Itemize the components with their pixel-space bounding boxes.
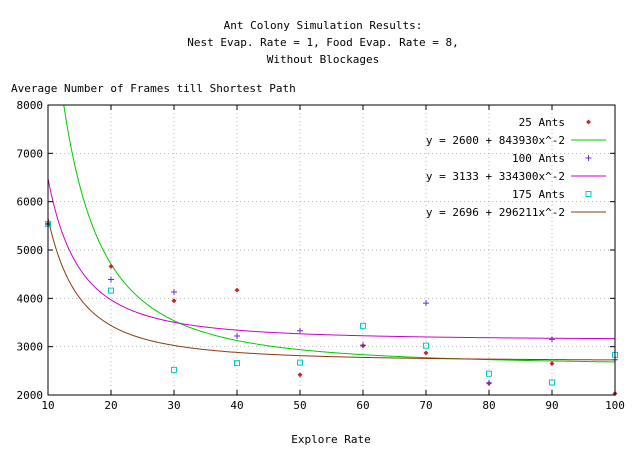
x-tick-label: 60 xyxy=(356,399,369,412)
x-tick-label: 20 xyxy=(104,399,117,412)
x-axis-label: Explore Rate xyxy=(291,433,370,446)
legend-marker xyxy=(585,155,592,161)
data-point xyxy=(549,361,555,367)
legend-marker xyxy=(585,119,592,125)
data-point xyxy=(486,370,492,377)
legend-label: 175 Ants xyxy=(512,188,565,201)
data-point xyxy=(234,287,240,293)
y-axis-label: Average Number of Frames till Shortest P… xyxy=(11,82,296,95)
x-tick-label: 90 xyxy=(545,399,558,412)
fit-curve xyxy=(63,105,615,363)
y-tick-label: 2000 xyxy=(17,389,44,402)
data-point xyxy=(171,298,177,304)
legend-label: y = 2696 + 296211x^-2 xyxy=(426,206,565,219)
legend-label: y = 2600 + 843930x^-2 xyxy=(426,134,565,147)
legend-marker xyxy=(585,191,592,197)
data-point xyxy=(297,327,303,334)
data-point xyxy=(171,289,177,296)
y-tick-label: 7000 xyxy=(17,147,44,160)
plot-frame xyxy=(47,104,616,396)
chart-title-line-2: Nest Evap. Rate = 1, Food Evap. Rate = 8… xyxy=(187,36,459,49)
data-point xyxy=(108,276,114,283)
data-point xyxy=(297,372,303,378)
x-tick-label: 80 xyxy=(482,399,495,412)
fit-curves xyxy=(48,105,615,363)
legend-label: 25 Ants xyxy=(519,116,565,129)
fit-curve xyxy=(48,178,615,340)
x-tick-label: 40 xyxy=(230,399,243,412)
data-point xyxy=(234,360,240,367)
axis-ticks: 10 20 30 40 50 60 70 80 90 100 2000 3000 4000 5000 600… xyxy=(17,99,625,412)
chart-title-line-1: Ant Colony Simulation Results: xyxy=(224,19,423,32)
x-tick-label: 10 xyxy=(41,399,54,412)
data-point xyxy=(108,287,114,294)
x-tick-label: 100 xyxy=(605,399,625,412)
data-point xyxy=(360,342,366,349)
x-tick-label: 30 xyxy=(167,399,180,412)
y-tick-label: 5000 xyxy=(17,244,44,257)
chart-title-line-3: Without Blockages xyxy=(267,53,380,66)
data-point xyxy=(423,300,429,307)
data-point xyxy=(297,359,303,366)
y-tick-label: 6000 xyxy=(17,196,44,209)
x-tick-label: 70 xyxy=(419,399,432,412)
data-point xyxy=(486,379,492,386)
data-point xyxy=(549,336,555,343)
data-point xyxy=(108,263,114,269)
data-point xyxy=(234,333,240,340)
grid-lines xyxy=(48,105,615,395)
legend-label: 100 Ants xyxy=(512,152,565,165)
y-tick-label: 8000 xyxy=(17,99,44,112)
x-tick-label: 50 xyxy=(293,399,306,412)
y-tick-label: 4000 xyxy=(17,292,44,305)
data-point xyxy=(423,350,429,356)
data-point xyxy=(423,342,429,349)
data-points xyxy=(45,220,618,397)
data-point xyxy=(549,379,555,386)
data-point xyxy=(360,322,366,329)
y-tick-label: 3000 xyxy=(17,341,44,354)
legend: 25 Ants y = 2600 + 843930x^-2 100 Ants y = … xyxy=(426,116,606,219)
data-point xyxy=(171,366,177,373)
legend-label: y = 3133 + 334300x^-2 xyxy=(426,170,565,183)
fit-curve xyxy=(48,218,615,361)
